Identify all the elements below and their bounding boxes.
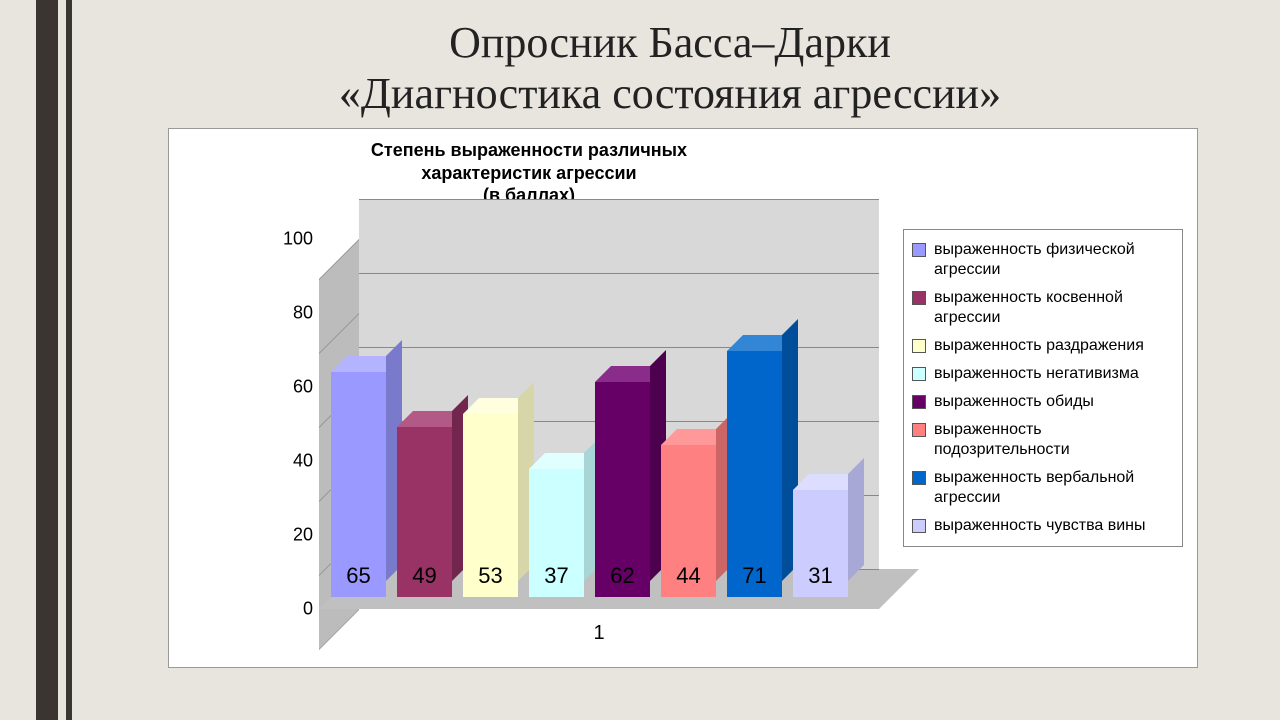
slide-title-line2: «Диагностика состояния агрессии» — [339, 69, 1001, 118]
legend-swatch — [912, 367, 926, 381]
bar-value-label: 49 — [397, 563, 452, 589]
bar: 62 — [595, 382, 650, 597]
legend-swatch — [912, 471, 926, 485]
legend-swatch — [912, 519, 926, 533]
legend-item: выраженность обиды — [912, 388, 1174, 416]
legend-item: выраженность негативизма — [912, 360, 1174, 388]
bar: 49 — [397, 427, 452, 597]
legend-item: выраженность косвенной агрессии — [912, 284, 1174, 332]
chart-title-line2: характеристик агрессии — [421, 163, 636, 183]
legend-swatch — [912, 243, 926, 257]
legend-label: выраженность подозрительности — [934, 420, 1174, 460]
bar: 37 — [529, 469, 584, 597]
bar: 53 — [463, 414, 518, 597]
bar-side-face — [848, 458, 864, 581]
ytick-label: 80 — [293, 303, 313, 324]
legend-label: выраженность раздражения — [934, 336, 1144, 356]
chart-panel: Степень выраженности различных характери… — [168, 128, 1198, 668]
bar-value-label: 71 — [727, 563, 782, 589]
legend-item: выраженность подозрительности — [912, 416, 1174, 464]
chart-plot-area: 020406080100 6549533762447131 1 — [319, 239, 879, 609]
legend-item: выраженность чувства вины — [912, 512, 1174, 540]
legend-swatch — [912, 395, 926, 409]
ytick-label: 100 — [283, 229, 313, 250]
bar-value-label: 44 — [661, 563, 716, 589]
legend-swatch — [912, 339, 926, 353]
slide-accent-bar-thin — [66, 0, 72, 720]
legend-label: выраженность чувства вины — [934, 516, 1146, 536]
slide-title: Опросник Басса–Дарки «Диагностика состоя… — [100, 18, 1240, 119]
bar-value-label: 62 — [595, 563, 650, 589]
bar: 44 — [661, 445, 716, 597]
legend-label: выраженность вербальной агрессии — [934, 468, 1174, 508]
legend-item: выраженность вербальной агрессии — [912, 464, 1174, 512]
legend-label: выраженность физической агрессии — [934, 240, 1174, 280]
legend-label: выраженность косвенной агрессии — [934, 288, 1174, 328]
slide-title-line1: Опросник Басса–Дарки — [449, 18, 891, 67]
ytick-label: 40 — [293, 451, 313, 472]
bar-front — [727, 351, 782, 597]
chart-bars: 65 49 53 37 62 44 71 31 — [331, 251, 867, 597]
bar: 65 — [331, 372, 386, 597]
bar: 71 — [727, 351, 782, 597]
ytick-label: 60 — [293, 377, 313, 398]
chart-title-line1: Степень выраженности различных — [371, 140, 687, 160]
legend-item: выраженность физической агрессии — [912, 236, 1174, 284]
slide-accent-bar-thick — [36, 0, 58, 720]
ytick-label: 0 — [303, 599, 313, 620]
bar-value-label: 31 — [793, 563, 848, 589]
legend-swatch — [912, 291, 926, 305]
legend-label: выраженность негативизма — [934, 364, 1139, 384]
chart-x-category-label: 1 — [319, 622, 879, 645]
ytick-label: 20 — [293, 525, 313, 546]
bar-value-label: 37 — [529, 563, 584, 589]
legend-swatch — [912, 423, 926, 437]
bar: 31 — [793, 490, 848, 597]
bar-value-label: 53 — [463, 563, 518, 589]
chart-legend: выраженность физической агрессии выраженн… — [903, 229, 1183, 547]
gridline — [359, 199, 879, 200]
legend-item: выраженность раздражения — [912, 332, 1174, 360]
chart-title: Степень выраженности различных характери… — [169, 139, 889, 207]
legend-label: выраженность обиды — [934, 392, 1094, 412]
bar-value-label: 65 — [331, 563, 386, 589]
